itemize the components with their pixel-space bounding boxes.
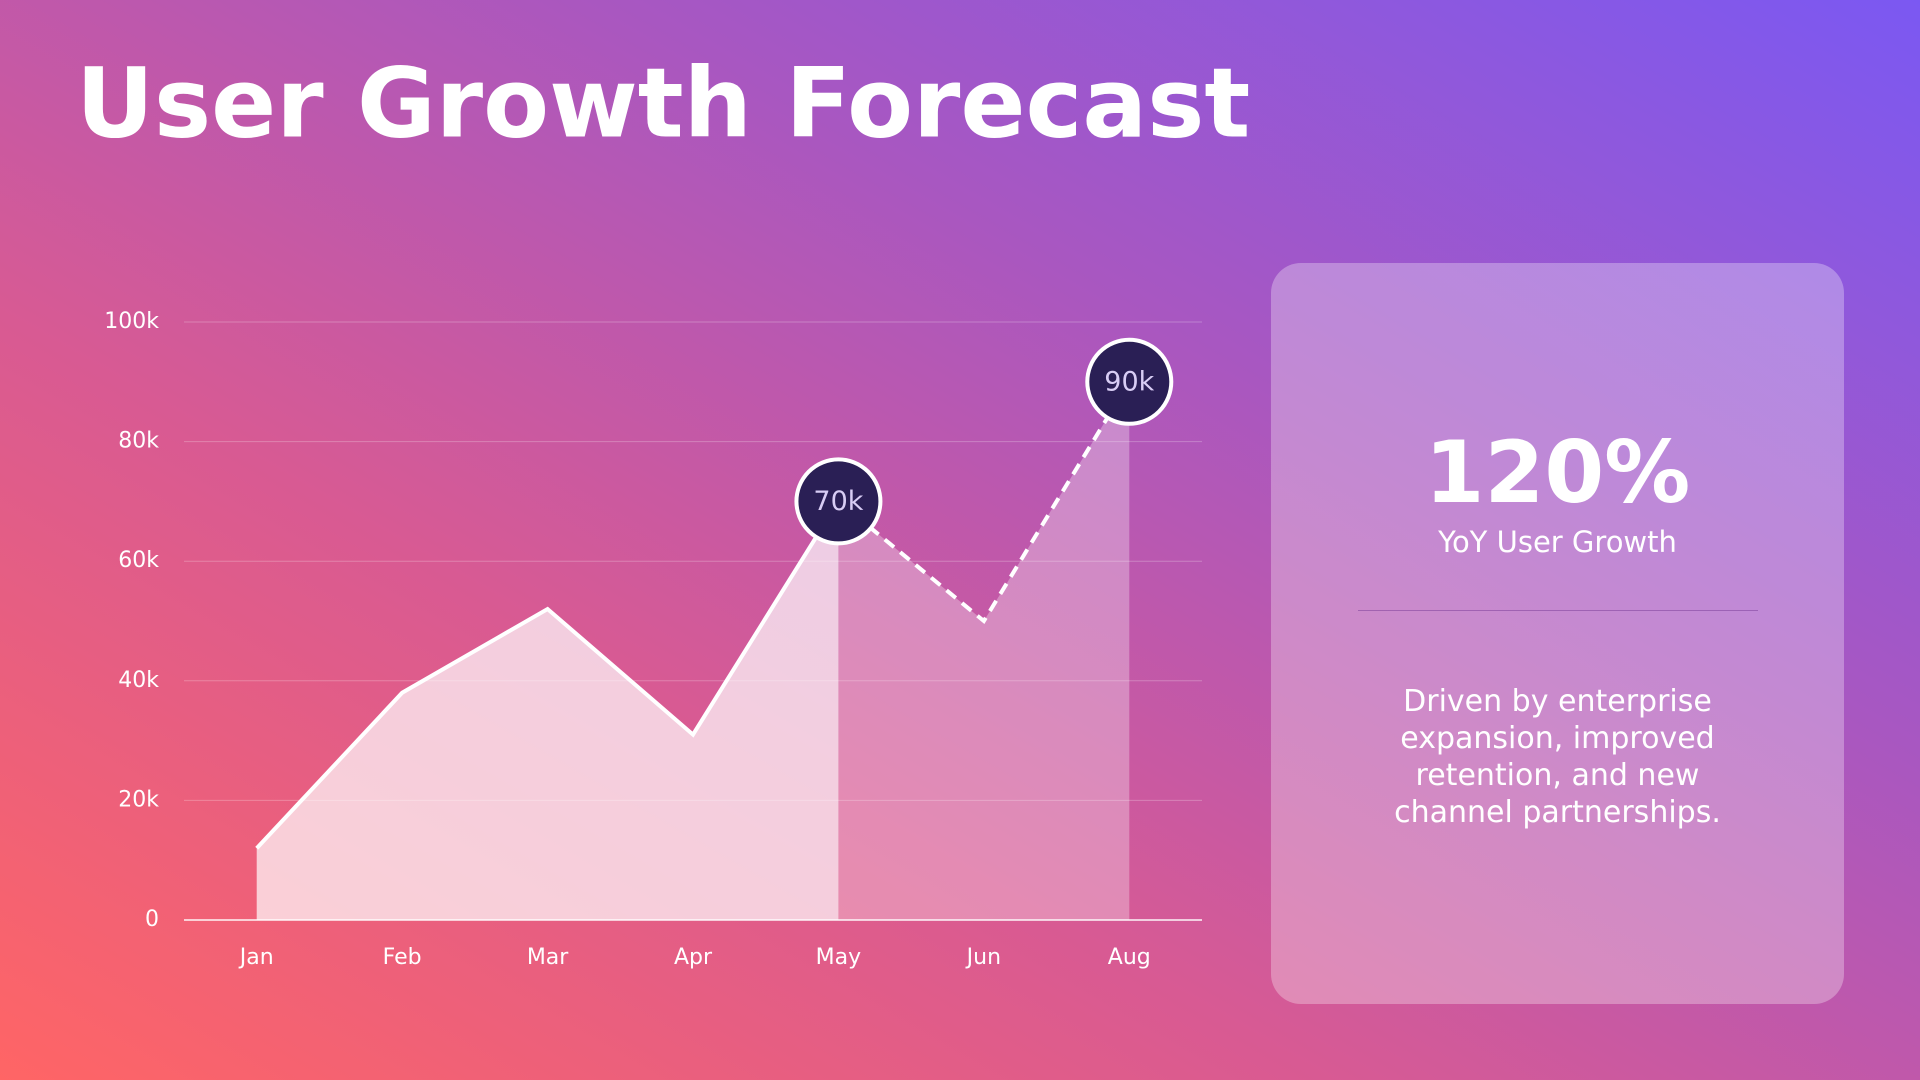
- y-tick-label: 40k: [118, 668, 159, 693]
- y-tick-label: 100k: [104, 309, 159, 334]
- area: [256, 501, 839, 920]
- x-tick-label: Jan: [238, 945, 274, 970]
- line: [837, 380, 1131, 625]
- y-tick-label: 20k: [118, 787, 159, 812]
- x-tick-label: Jun: [965, 945, 1001, 970]
- x-tick-label: Aug: [1108, 945, 1151, 970]
- x-tick-label: Mar: [527, 945, 569, 970]
- point-marker: [1085, 337, 1174, 426]
- x-tick-label: Apr: [674, 945, 713, 970]
- data-label: 90k: [1104, 366, 1154, 397]
- chart-title: User Growth Forecast: [76, 47, 1250, 159]
- data-label: 70k: [813, 486, 863, 517]
- x-tick-label: May: [816, 945, 861, 970]
- y-tick-label: 80k: [118, 429, 159, 454]
- y-tick-label: 60k: [118, 548, 159, 573]
- y-tick-label: 0: [145, 907, 159, 932]
- line: [255, 500, 841, 850]
- description: Driven by enterprise expansion, improved…: [1394, 684, 1721, 830]
- stat-value: 120%: [1424, 423, 1691, 523]
- point-marker: [794, 457, 883, 546]
- area: [838, 381, 1130, 920]
- stat-card: 120% YoY User Growth Driven by enterpris…: [1271, 263, 1844, 1004]
- divider: [1358, 610, 1758, 611]
- stat-label: YoY User Growth: [1438, 525, 1677, 559]
- x-tick-label: Feb: [383, 945, 422, 970]
